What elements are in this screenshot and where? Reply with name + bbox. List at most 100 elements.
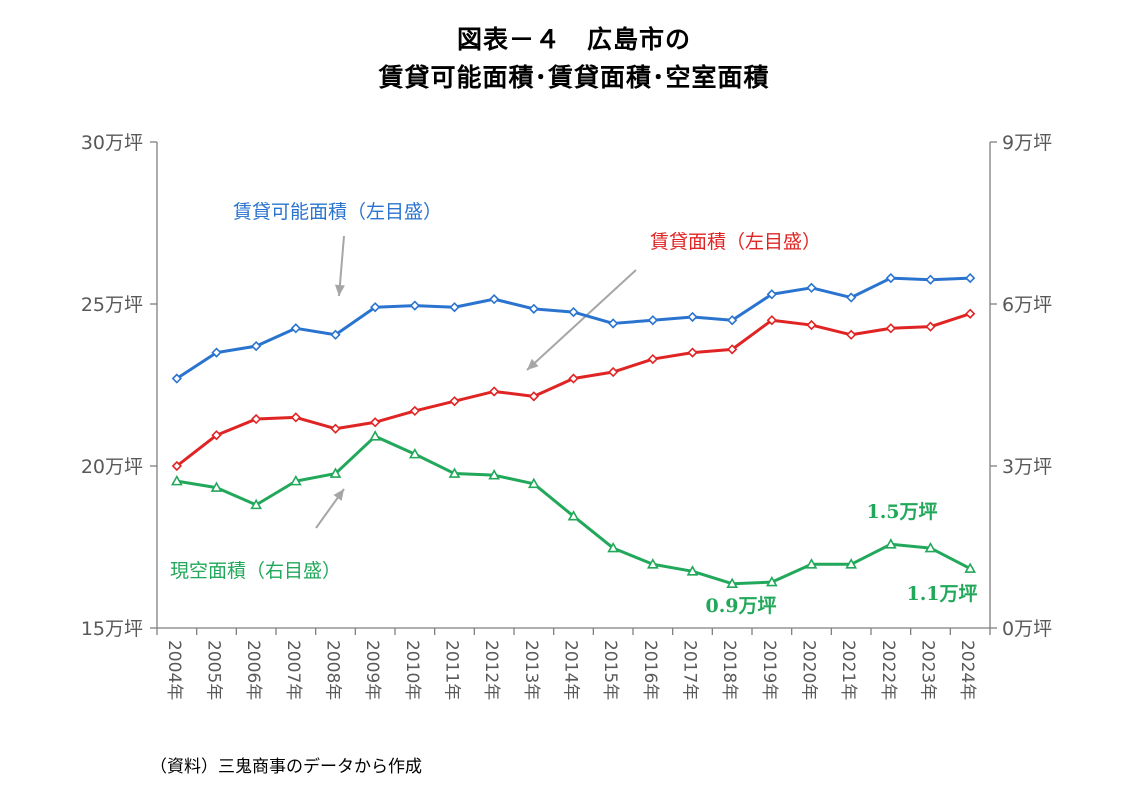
data-point-2 bbox=[567, 510, 580, 521]
x-tick-label: 2007年 bbox=[283, 640, 303, 700]
data-point-1 bbox=[727, 344, 738, 355]
chart-title-line2: 賃貸可能面積･賃貸面積･空室面積 bbox=[378, 63, 770, 92]
data-point-2 bbox=[646, 558, 659, 569]
data-point-0 bbox=[370, 302, 381, 313]
x-tick-label: 2006年 bbox=[243, 640, 263, 700]
data-point-2 bbox=[170, 474, 183, 486]
series-label-available: 賃貸可能面積（左目盛） bbox=[233, 201, 442, 223]
data-point-1 bbox=[409, 405, 420, 417]
data-point-1 bbox=[449, 396, 460, 407]
data-point-2 bbox=[488, 469, 501, 480]
data-point-2 bbox=[845, 558, 858, 569]
data-point-2 bbox=[369, 430, 382, 441]
x-tick-label: 2018年 bbox=[719, 640, 739, 700]
value-label-last: 1.1万坪 bbox=[906, 583, 977, 605]
data-point-0 bbox=[608, 318, 619, 329]
data-point-0 bbox=[489, 294, 500, 305]
value-label-high: 1.5万坪 bbox=[866, 501, 937, 523]
series-label-leased: 賃貸面積（左目盛） bbox=[650, 231, 821, 253]
data-point-2 bbox=[805, 558, 818, 569]
data-point-0 bbox=[211, 347, 222, 358]
data-point-1 bbox=[568, 373, 579, 384]
data-point-1 bbox=[528, 391, 539, 402]
data-point-2 bbox=[448, 467, 461, 478]
data-point-0 bbox=[806, 282, 817, 293]
data-point-0 bbox=[647, 315, 658, 326]
data-point-1 bbox=[687, 347, 698, 358]
x-tick-label: 2015年 bbox=[600, 640, 620, 700]
data-point-0 bbox=[925, 274, 936, 285]
data-point-1 bbox=[647, 353, 658, 365]
right-tick-label: 6万坪 bbox=[1002, 294, 1052, 316]
data-point-0 bbox=[766, 289, 777, 300]
x-tick-label: 2008年 bbox=[323, 640, 343, 700]
data-point-2 bbox=[686, 565, 699, 576]
data-point-1 bbox=[766, 315, 777, 326]
x-tick-label: 2019年 bbox=[759, 640, 779, 700]
annotation-arrow-head bbox=[333, 489, 344, 501]
data-point-0 bbox=[965, 272, 976, 284]
data-point-2 bbox=[210, 481, 223, 492]
data-point-2 bbox=[527, 477, 540, 489]
data-point-1 bbox=[608, 366, 619, 378]
series-label-vacant: 現空面積（右目盛） bbox=[170, 560, 341, 582]
data-point-2 bbox=[765, 575, 778, 587]
data-point-0 bbox=[727, 315, 738, 326]
annotation-arrow-head bbox=[527, 358, 539, 370]
data-point-1 bbox=[290, 412, 301, 423]
right-tick-label: 0万坪 bbox=[1002, 618, 1052, 640]
data-point-1 bbox=[965, 308, 976, 319]
data-point-1 bbox=[370, 417, 381, 428]
x-tick-label: 2005年 bbox=[204, 640, 224, 700]
data-point-1 bbox=[251, 413, 262, 425]
data-point-1 bbox=[846, 329, 857, 340]
data-point-1 bbox=[885, 323, 896, 334]
data-point-0 bbox=[449, 302, 460, 313]
source-note: （資料）三鬼商事のデータから作成 bbox=[150, 757, 422, 777]
data-point-1 bbox=[330, 423, 341, 434]
data-point-0 bbox=[171, 373, 182, 384]
x-tick-label: 2009年 bbox=[362, 640, 382, 700]
x-tick-label: 2004年 bbox=[164, 640, 184, 700]
x-tick-label: 2011年 bbox=[442, 640, 462, 700]
data-point-0 bbox=[528, 303, 539, 314]
annotation-arrow bbox=[526, 269, 637, 371]
data-point-0 bbox=[846, 292, 857, 303]
data-point-1 bbox=[211, 430, 222, 441]
data-point-2 bbox=[964, 562, 977, 573]
data-point-2 bbox=[607, 541, 620, 553]
data-point-1 bbox=[806, 319, 817, 331]
x-tick-label: 2024年 bbox=[957, 640, 977, 700]
x-tick-label: 2013年 bbox=[521, 640, 541, 700]
annotation-arrow-head bbox=[334, 284, 345, 296]
right-tick-label: 9万坪 bbox=[1002, 132, 1052, 154]
x-tick-label: 2017年 bbox=[680, 640, 700, 700]
value-label-low: 0.9万坪 bbox=[705, 595, 776, 617]
data-point-0 bbox=[568, 306, 579, 318]
x-tick-label: 2023年 bbox=[918, 640, 938, 700]
right-tick-label: 3万坪 bbox=[1002, 456, 1052, 478]
data-point-1 bbox=[925, 321, 936, 332]
data-point-1 bbox=[489, 386, 500, 397]
data-point-2 bbox=[250, 498, 263, 510]
data-point-0 bbox=[885, 272, 896, 284]
data-point-0 bbox=[251, 340, 262, 352]
data-point-2 bbox=[408, 447, 421, 459]
data-point-1 bbox=[171, 460, 182, 472]
x-tick-label: 2020年 bbox=[799, 640, 819, 700]
data-point-0 bbox=[409, 300, 420, 311]
data-point-2 bbox=[924, 541, 937, 553]
left-tick-label: 15万坪 bbox=[81, 618, 143, 640]
left-tick-label: 25万坪 bbox=[81, 294, 143, 316]
x-tick-label: 2021年 bbox=[838, 640, 858, 700]
data-point-2 bbox=[329, 467, 342, 478]
data-point-0 bbox=[687, 311, 698, 323]
x-tick-label: 2010年 bbox=[402, 640, 422, 700]
x-tick-label: 2012年 bbox=[481, 640, 501, 700]
left-tick-label: 30万坪 bbox=[81, 132, 143, 154]
left-tick-label: 20万坪 bbox=[81, 456, 143, 478]
data-point-2 bbox=[884, 538, 897, 549]
chart-title-line1: 図表－４ 広島市の bbox=[456, 25, 691, 54]
data-point-2 bbox=[726, 577, 739, 589]
